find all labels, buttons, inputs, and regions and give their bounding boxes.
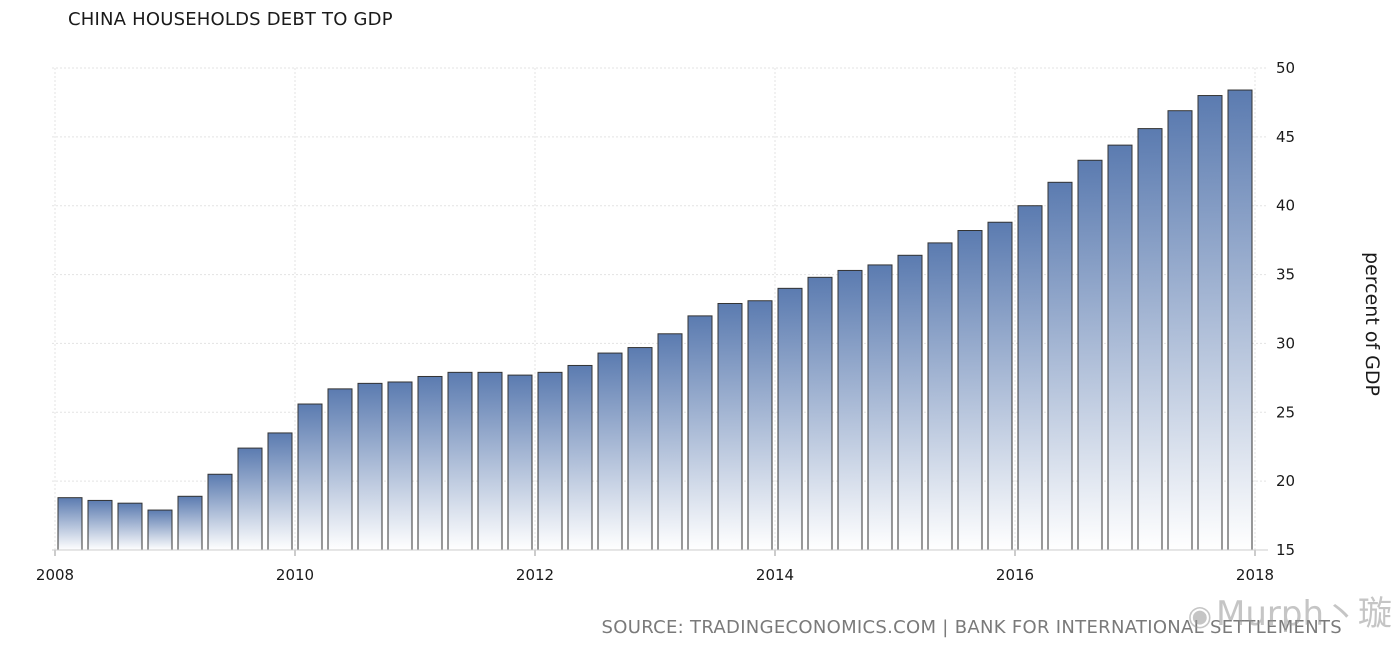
y-tick-label: 20 xyxy=(1276,472,1295,490)
bars-layer xyxy=(57,89,1253,551)
bar xyxy=(87,499,113,551)
bar xyxy=(747,300,773,551)
bar xyxy=(417,375,443,551)
chart-title: CHINA HOUSEHOLDS DEBT TO GDP xyxy=(68,9,393,30)
bar xyxy=(507,374,533,551)
bar xyxy=(687,315,713,551)
bar xyxy=(1017,205,1043,551)
x-tick-label: 2014 xyxy=(756,566,794,584)
watermark-text: Murph丶璇 xyxy=(1216,594,1392,634)
bar xyxy=(1047,181,1073,551)
x-tick-label: 2018 xyxy=(1236,566,1274,584)
bar xyxy=(387,381,413,551)
bar xyxy=(1137,128,1163,551)
bar xyxy=(57,497,83,551)
y-axis-label: percent of GDP xyxy=(1361,252,1383,396)
weibo-icon: ◉ xyxy=(1187,599,1212,632)
axis-layer: 15 20 25 30 35 40 45 50 2008 2010 2012 2014 2016 2018 xyxy=(36,59,1295,584)
bar xyxy=(717,302,743,551)
bar xyxy=(597,352,623,551)
y-tick-label: 15 xyxy=(1276,541,1295,559)
watermark: ◉ Murph丶璇 xyxy=(1188,586,1392,635)
bar xyxy=(867,264,893,551)
bar xyxy=(207,473,233,551)
bar xyxy=(927,242,953,551)
x-tick-label: 2008 xyxy=(36,566,74,584)
y-tick-label: 45 xyxy=(1276,128,1295,146)
x-tick-label: 2010 xyxy=(276,566,314,584)
y-tick-label: 30 xyxy=(1276,334,1295,352)
y-tick-label: 25 xyxy=(1276,403,1295,421)
bar xyxy=(147,509,173,551)
bar xyxy=(987,221,1013,551)
bar xyxy=(1107,144,1133,551)
y-tick-label: 40 xyxy=(1276,197,1295,215)
bar xyxy=(327,388,353,551)
x-tick-label: 2016 xyxy=(996,566,1034,584)
bar xyxy=(807,276,833,551)
bar xyxy=(837,269,863,551)
y-tick-label: 35 xyxy=(1276,266,1295,284)
bar xyxy=(567,364,593,551)
y-tick-label: 50 xyxy=(1276,59,1295,77)
bar xyxy=(1227,89,1253,551)
bar xyxy=(1197,95,1223,551)
source-note: SOURCE: TRADINGECONOMICS.COM | BANK FOR … xyxy=(601,617,1342,638)
bar xyxy=(117,502,143,551)
bar xyxy=(477,371,503,551)
bar xyxy=(897,254,923,551)
bar xyxy=(957,230,983,551)
bar xyxy=(537,371,563,551)
bar xyxy=(627,347,653,551)
bar xyxy=(177,495,203,551)
x-tick-label: 2012 xyxy=(516,566,554,584)
bar xyxy=(1077,159,1103,551)
bar xyxy=(447,371,473,551)
bar xyxy=(1167,110,1193,551)
bar xyxy=(777,287,803,551)
bar xyxy=(267,432,293,551)
bar xyxy=(657,333,683,551)
bar xyxy=(357,382,383,551)
bar xyxy=(297,403,323,551)
bar xyxy=(237,447,263,551)
